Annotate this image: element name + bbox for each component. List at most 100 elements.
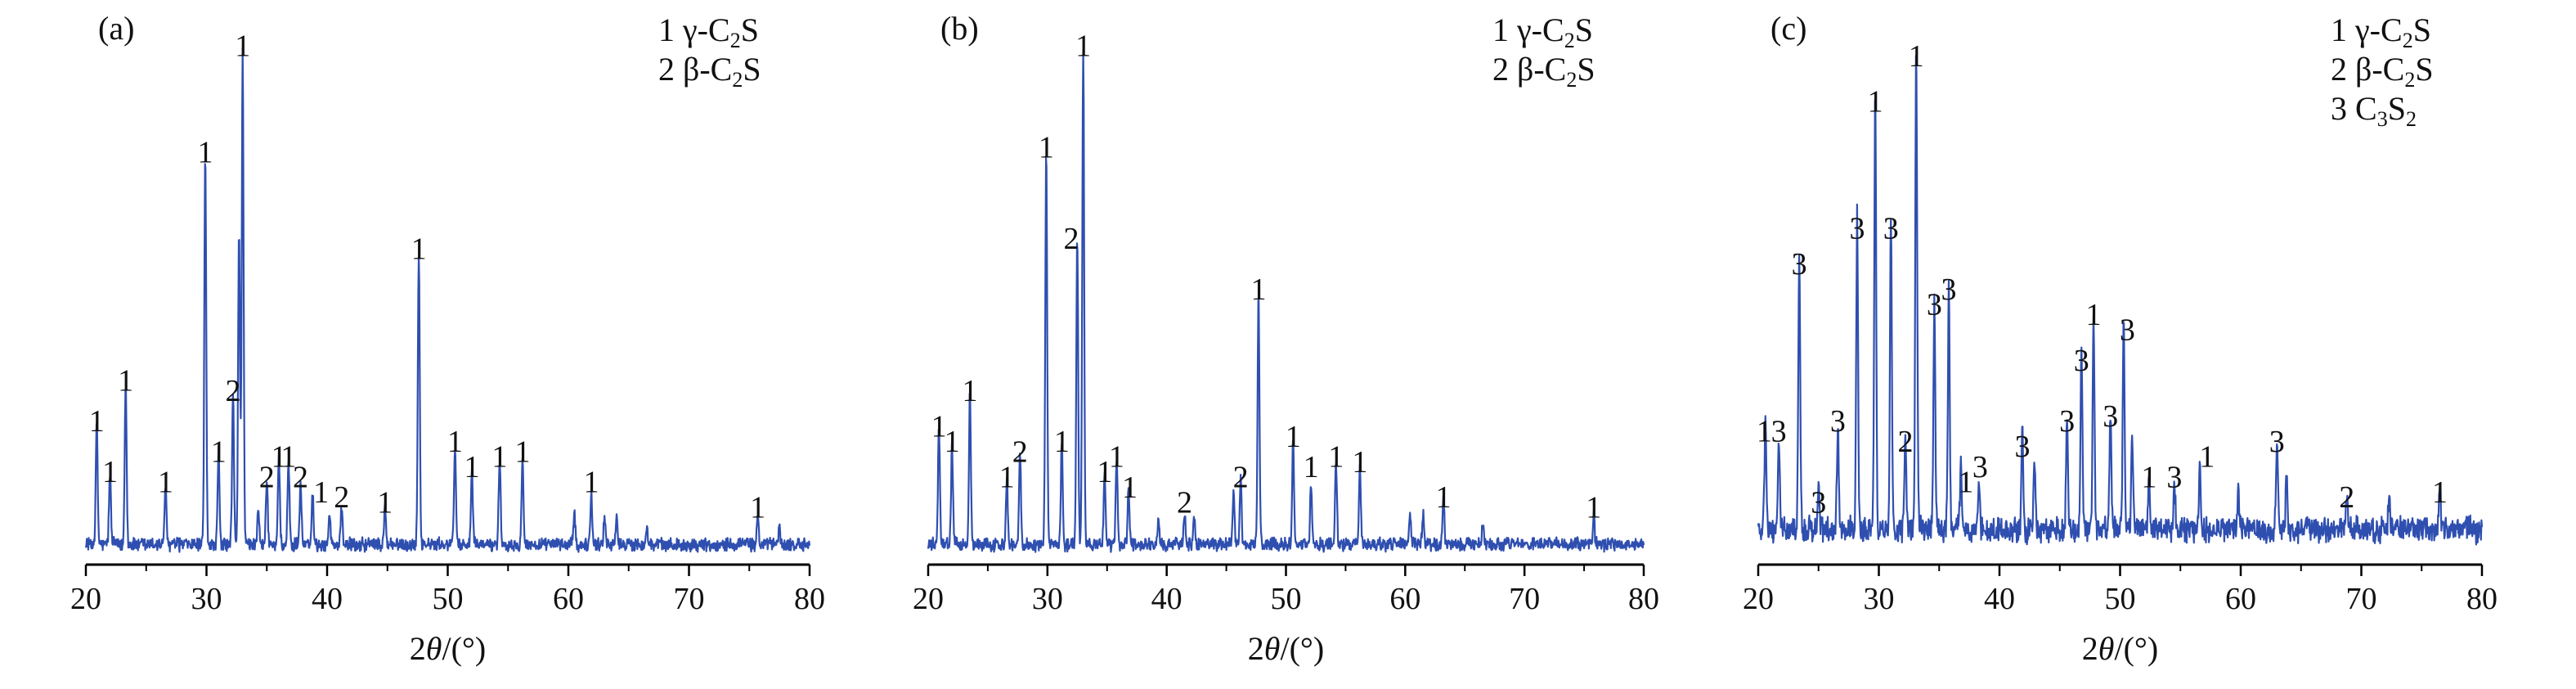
panel-label: (b) xyxy=(940,10,979,47)
panel-label: (c) xyxy=(1770,10,1806,47)
legend-number: 2 xyxy=(1492,51,1517,88)
peak-label: 1 xyxy=(2199,440,2215,475)
x-label-theta: θ xyxy=(1264,630,1281,667)
peak-label: 2 xyxy=(1177,485,1192,520)
peak-label: 1 xyxy=(1250,272,1266,307)
legend-subscript: 2 xyxy=(2403,29,2413,52)
peak-label: 1 xyxy=(491,440,507,475)
x-tick-label: 60 xyxy=(2225,582,2256,616)
peak-label: 1 xyxy=(1304,450,1319,484)
peak-label: 1 xyxy=(1286,420,1301,454)
peak-label: 1 xyxy=(1054,425,1070,459)
legend-number: 3 xyxy=(2331,90,2355,127)
legend-subscript: 2 xyxy=(1564,29,1575,52)
legend-text: β-C xyxy=(1517,51,1566,88)
peak-label: 3 xyxy=(1972,450,1988,484)
peak-label: 3 xyxy=(2166,460,2182,494)
peak-label: 2 xyxy=(1064,222,1079,256)
x-tick-label: 30 xyxy=(1864,582,1895,616)
peak-label: 1 xyxy=(377,485,393,520)
peak-label: 3 xyxy=(1927,288,1942,322)
legend-entry: 1 γ-C2S xyxy=(2331,11,2431,52)
x-tick-label: 70 xyxy=(674,582,705,616)
x-tick-label: 80 xyxy=(1628,582,1659,616)
legend-text: β-C xyxy=(683,51,732,88)
peak-label: 1 xyxy=(198,136,213,170)
peak-label: 3 xyxy=(2059,404,2075,439)
legend-text: C xyxy=(2355,90,2377,127)
series-line xyxy=(927,48,1645,553)
peak-label: 2 xyxy=(293,460,308,494)
legend-entry: 2 β-C2S xyxy=(658,51,761,92)
peak-label: 2 xyxy=(1897,425,1913,459)
legend-text: β-C xyxy=(2355,51,2404,88)
peak-label: 3 xyxy=(1830,404,1846,439)
peak-label: 1 xyxy=(1039,130,1054,164)
peak-label: 1 xyxy=(272,440,287,475)
peak-label: 1 xyxy=(280,440,296,475)
peak-label: 1 xyxy=(514,435,530,469)
peak-label: 1 xyxy=(2086,298,2102,332)
peak-label: 1 xyxy=(1097,455,1112,489)
peak-label: 1 xyxy=(1109,440,1124,475)
peak-label: 1 xyxy=(999,460,1015,494)
peak-label: 1 xyxy=(235,29,250,63)
x-label-prefix: 2 xyxy=(2082,630,2098,667)
legend-text: γ-C xyxy=(682,11,730,48)
peak-label: 1 xyxy=(584,466,599,500)
legend-subscript: 2 xyxy=(2406,107,2417,131)
peak-label: 3 xyxy=(2074,344,2089,378)
legend-tail: S xyxy=(2388,90,2406,127)
legend-number: 2 xyxy=(2331,51,2355,88)
peak-label: 1 xyxy=(2432,475,2448,510)
legend-text: γ-C xyxy=(1516,11,1564,48)
peak-label: 1 xyxy=(1075,29,1091,63)
peak-label: 1 xyxy=(313,475,329,510)
x-label-suffix: /(°) xyxy=(1280,630,1324,667)
peak-label: 2 xyxy=(225,374,240,408)
peak-label: 2 xyxy=(334,480,349,515)
x-axis-label: 2θ/(°) xyxy=(1248,630,1324,667)
peak-label: 1 xyxy=(158,466,173,500)
peak-label: 1 xyxy=(1958,466,1973,500)
x-tick-label: 20 xyxy=(70,582,101,616)
x-tick-label: 60 xyxy=(553,582,584,616)
peak-label: 3 xyxy=(1883,212,1899,246)
legend-entry: 2 β-C2S xyxy=(1492,51,1595,92)
peak-label: 1 xyxy=(1586,491,1601,525)
x-label-prefix: 2 xyxy=(1248,630,1264,667)
x-tick-label: 20 xyxy=(1743,582,1774,616)
legend-entry: 2 β-C2S xyxy=(2331,51,2434,92)
x-tick-label: 70 xyxy=(2346,582,2377,616)
x-tick-label: 60 xyxy=(1389,582,1420,616)
peak-label: 1 xyxy=(750,491,765,525)
peak-label: 1 xyxy=(211,435,227,469)
legend-number: 1 xyxy=(658,11,683,48)
peak-label: 1 xyxy=(2141,460,2156,494)
x-tick-label: 80 xyxy=(794,582,825,616)
legend-subscript: 3 xyxy=(2377,107,2388,131)
peak-label: 1 xyxy=(1328,440,1344,475)
x-tick-label: 40 xyxy=(1984,582,2015,616)
peak-label: 1 xyxy=(464,450,480,484)
peak-label: 3 xyxy=(1849,212,1865,246)
legend-number: 1 xyxy=(1492,11,1517,48)
x-label-theta: θ xyxy=(2098,630,2115,667)
legend-tail: S xyxy=(743,51,761,88)
legend-number: 1 xyxy=(2331,11,2355,48)
peak-label: 1 xyxy=(118,364,133,399)
x-tick-label: 50 xyxy=(1271,582,1302,616)
peak-label: 3 xyxy=(1771,415,1787,449)
peak-label: 2 xyxy=(1012,435,1028,469)
peak-label: 1 xyxy=(411,232,427,266)
peak-label: 1 xyxy=(1352,445,1367,480)
x-tick-label: 30 xyxy=(191,582,222,616)
peak-label: 2 xyxy=(259,460,275,494)
legend-number: 2 xyxy=(658,51,683,88)
legend-tail: S xyxy=(2415,51,2433,88)
peak-label: 1 xyxy=(931,409,947,444)
legend-subscript: 2 xyxy=(1566,68,1577,92)
